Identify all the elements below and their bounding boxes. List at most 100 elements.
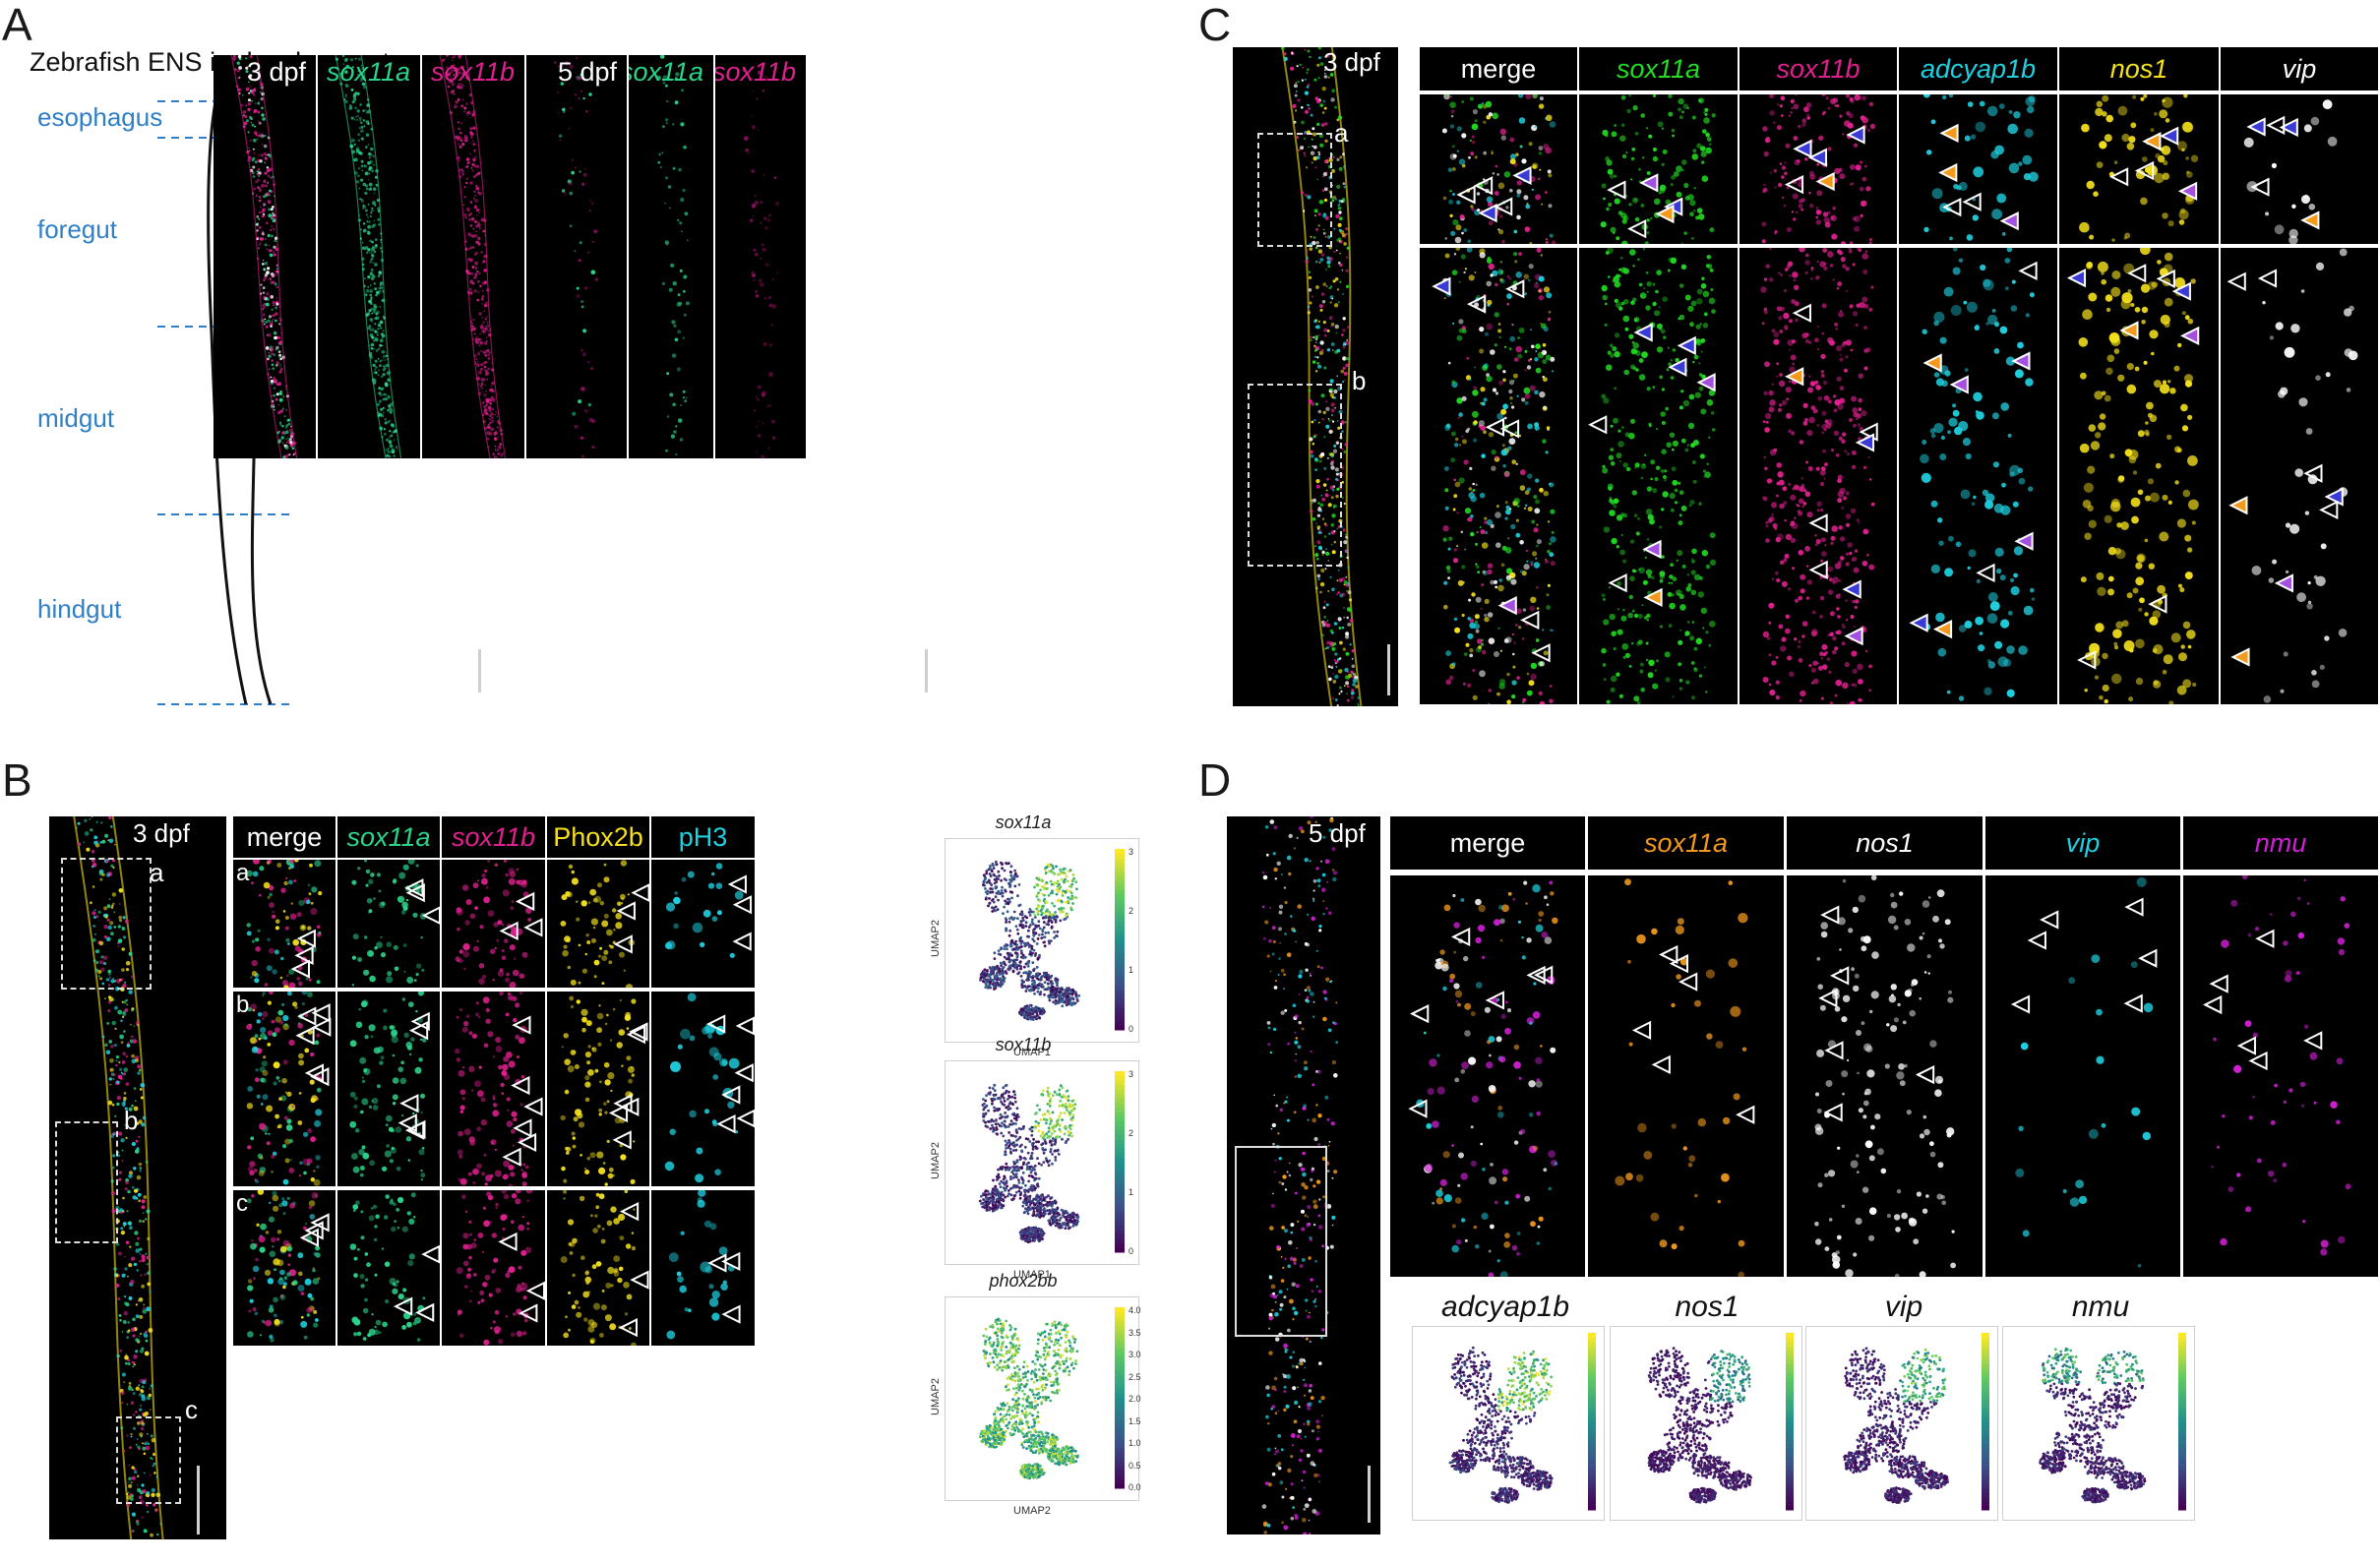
panel-b-header-1: merge (233, 816, 336, 858)
colorbar-tick: 2 (1129, 1128, 1134, 1138)
panel-c-overview-gut (1280, 47, 1363, 706)
panel-d-umap-2 (1610, 1326, 1802, 1521)
panel-b-umap-ylabel-3: UMAP2 (929, 1378, 942, 1415)
panel-a-image-2: sox11a (318, 55, 420, 458)
panel-a-gut-6 (742, 65, 780, 458)
panel-a-image-6: sox11b (715, 55, 806, 458)
panel-a-gut-4 (554, 56, 599, 458)
panel-c-letter: C (1198, 0, 1232, 50)
panel-b-overview (49, 816, 226, 1539)
panel-a-image-label-6: sox11b (715, 57, 796, 87)
panel-a-letter: A (2, 0, 32, 50)
panel-b-tile-r1c3 (442, 860, 545, 988)
panel-c-tile-r1c4 (1899, 94, 2057, 244)
panel-b-tile-r2c4 (547, 992, 649, 1186)
panel-c-row-label-2: b (1403, 244, 1417, 271)
panel-b-tile-r2c3 (442, 992, 545, 1186)
panel-d-umap-title-4: nmu (2071, 1291, 2130, 1323)
panel-d-header-5: nmu (2183, 816, 2378, 870)
panel-d-overview-label: 5 dpf (1309, 818, 1366, 848)
panel-a-image-3: sox11b (422, 55, 524, 458)
panel-c-row-label-1: a (1403, 90, 1417, 117)
panel-c-box-b-label: b (1352, 366, 1367, 395)
colorbar-tick: 2 (1129, 906, 1134, 916)
colorbar-tick: 2.0 (1129, 1394, 1141, 1404)
panel-b-tile-r1c1 (233, 860, 336, 988)
region-foregut: foregut (37, 214, 117, 244)
colorbar-tick: 0 (1129, 1024, 1134, 1034)
panel-d-header-2: sox11a (1588, 816, 1784, 870)
panel-d-box (1235, 1146, 1327, 1337)
panel-b-umap-xlabel-2: UMAP1 (1013, 1269, 1051, 1281)
panel-c-header-4: adcyap1b (1899, 47, 2057, 90)
panel-b-umap-xlabel-1: UMAP1 (1013, 1047, 1051, 1058)
region-esophagus: esophagus (37, 102, 163, 132)
panel-b-row-label-2: b (236, 992, 250, 1018)
panel-b-box-a-label: a (150, 858, 164, 887)
panel-d-umap-title-3: vip (1884, 1291, 1923, 1323)
scale-bar (197, 1466, 200, 1534)
panel-a-gut-5 (656, 55, 690, 456)
panel-c-box-b (1248, 384, 1342, 567)
panel-d-tile-c5 (2183, 875, 2378, 1277)
panel-b-overview-gut (73, 816, 164, 1539)
panel-b-header-5: pH3 (651, 816, 755, 858)
panel-c-header-3: sox11b (1739, 47, 1897, 90)
colorbar-tick: 2.5 (1129, 1371, 1141, 1382)
panel-d-header-1: merge (1390, 816, 1585, 870)
panel-b-row-label-3: c (236, 1190, 248, 1217)
panel-d-header-3: nos1 (1787, 816, 1983, 870)
panel-b-umap-3: 4.0 3.5 3.0 2.5 2.0 1.5 1.0 0.5 0.0 (945, 1296, 1141, 1501)
panel-c-box-a-label: a (1334, 118, 1349, 148)
panel-a-image-label-5: sox11a (629, 57, 703, 87)
panel-d-overview-gut (1261, 816, 1338, 1534)
panel-a-gut-1 (230, 55, 298, 458)
colorbar-tick: 1.0 (1129, 1438, 1141, 1448)
colorbar-tick: 3.0 (1129, 1350, 1141, 1359)
panel-b-box-a (61, 858, 152, 990)
panel-c-header-1: merge (1420, 47, 1577, 90)
panel-b-umap-title-3: phox2bb (989, 1271, 1058, 1291)
scale-bar (1387, 644, 1390, 695)
panel-d-tile-c2 (1588, 875, 1784, 1277)
panel-b-box-c (116, 1416, 181, 1504)
colorbar-tick: 1 (1129, 1187, 1134, 1197)
panel-b-tile-r3c2 (337, 1190, 440, 1346)
panel-c-tile-r2c6 (2221, 248, 2378, 704)
panel-b-umap-title-2: sox11b (995, 1035, 1052, 1054)
panel-d-tile-c3 (1787, 875, 1983, 1277)
panel-b-tile-r3c3 (442, 1190, 545, 1346)
panel-d-overview (1227, 816, 1380, 1534)
panel-c-header-6: vip (2221, 47, 2378, 90)
panel-c-tile-r1c6 (2221, 94, 2378, 244)
colorbar-tick: 0.5 (1129, 1460, 1141, 1471)
panel-c-box-a (1257, 133, 1332, 247)
panel-b-overview-label: 3 dpf (133, 818, 190, 848)
panel-a-image-label-1: 3 dpf (246, 57, 306, 87)
panel-b-tile-r3c4 (547, 1190, 649, 1346)
panel-c-tile-r1c5 (2059, 94, 2219, 244)
colorbar-tick: 3 (1129, 1069, 1134, 1079)
panel-b-tile-r2c2 (337, 992, 440, 1186)
panel-b-header-4: Phox2b (547, 816, 649, 858)
panel-b-box-b-label: b (124, 1106, 139, 1135)
colorbar-tick: 1.5 (1129, 1415, 1141, 1426)
scale-bar (925, 649, 928, 692)
panel-b-umap-ylabel-1: UMAP2 (929, 920, 942, 957)
panel-b-header-3: sox11b (442, 816, 545, 858)
colorbar-tick: 3.5 (1129, 1327, 1141, 1338)
panel-c-tile-r1c2 (1579, 94, 1738, 244)
panel-b-tile-r3c1 (233, 1190, 336, 1346)
panel-c-tile-r1c3 (1739, 94, 1897, 244)
panel-b-tile-r1c4 (547, 860, 649, 988)
panel-d-umap-title-1: adcyap1b (1440, 1291, 1570, 1323)
panel-a-image-4: 5 dpf (526, 55, 627, 458)
panel-b-umap-2: 3 2 1 0 (945, 1060, 1139, 1265)
panel-a-image-1: 3 dpf (214, 55, 316, 458)
panel-b-tile-r3c5 (651, 1190, 755, 1346)
colorbar-tick: 4.0 (1129, 1305, 1141, 1315)
scale-bar (478, 649, 481, 692)
panel-a-gut-3 (439, 55, 507, 458)
panel-a-image-label-2: sox11a (326, 57, 410, 87)
panel-a-image-label-4: 5 dpf (557, 57, 617, 87)
